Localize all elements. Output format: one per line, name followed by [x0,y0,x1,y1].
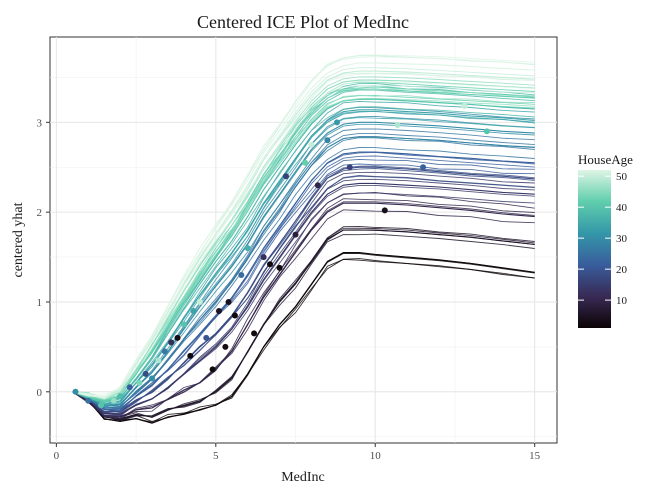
observed-point [142,370,149,377]
observed-point [346,164,353,171]
ice-line [72,88,535,402]
colorbar-legend: HouseAge 10 20 30 40 50 [578,152,633,328]
observed-point [267,261,274,268]
observed-point [149,375,156,382]
observed-point [238,272,245,279]
observed-point [333,119,340,126]
y-tick-label: 2 [37,207,43,219]
y-tick-label: 1 [37,297,43,309]
ice-line-copy [72,192,535,417]
y-axis-title: centered yhat [11,202,26,277]
observed-point [98,402,105,409]
observed-point [420,164,427,171]
observed-point [282,173,289,180]
observed-point [187,352,194,359]
ice-line [72,182,535,415]
colorbar-tick-label: 50 [616,171,628,183]
observed-point [110,397,117,404]
ice-line [72,62,535,397]
observed-point [292,231,299,238]
observed-point [251,330,258,337]
observed-point [324,137,331,144]
observed-point [302,159,309,166]
observed-points [72,103,490,409]
x-tick-label: 15 [529,450,541,462]
observed-point [174,334,181,341]
observed-point [180,321,187,328]
observed-point [203,334,210,341]
ice-line [72,166,535,413]
y-tick-label: 0 [37,387,43,399]
observed-point [231,312,238,319]
observed-point [314,182,321,189]
colorbar-tick-label: 10 [616,295,628,307]
axis-ticks: 0 5 10 15 0 1 2 3 [37,117,541,462]
ice-line-copy [72,178,535,416]
ice-line [72,229,535,420]
observed-point [190,307,197,314]
ice-line-copy [72,175,535,413]
observed-point [155,357,162,364]
colorbar-ticks: 10 20 30 40 50 [578,171,628,307]
ice-line-copy [72,137,535,407]
y-tick-label: 3 [37,117,43,129]
observed-point [381,207,388,214]
observed-point [308,141,315,148]
observed-point [244,245,251,252]
observed-point [461,103,468,110]
observed-point [72,388,79,395]
ice-line-copy [72,94,535,399]
ice-line [72,121,535,407]
ice-line [72,151,535,411]
ice-line-copy [72,56,535,399]
observed-point [209,366,216,373]
ice-line [72,202,535,418]
observed-point [394,122,401,129]
observed-point [276,264,283,271]
observed-point [483,128,490,135]
colorbar-tick-label: 30 [616,233,628,245]
x-tick-label: 0 [54,450,60,462]
colorbar-tick-label: 40 [616,202,628,214]
ice-line-copy [72,80,535,395]
colorbar-tick-label: 20 [616,264,628,276]
observed-point [168,339,175,346]
x-tick-label: 10 [370,450,382,462]
legend-title: HouseAge [578,152,633,167]
x-axis-title: MedInc [281,470,325,485]
colorbar [578,170,611,328]
observed-point [161,348,168,355]
chart-title: Centered ICE Plot of MedInc [197,12,409,32]
observed-point [260,254,267,261]
observed-point [196,298,203,305]
ice-line-copy [72,209,535,419]
x-tick-label: 5 [213,450,219,462]
observed-point [225,298,232,305]
observed-point [85,397,92,404]
ice-line [72,109,535,405]
observed-point [136,379,143,386]
observed-point [216,307,222,314]
observed-point [117,393,124,400]
ice-line [72,252,535,424]
observed-point [222,343,229,350]
observed-point [126,384,133,391]
